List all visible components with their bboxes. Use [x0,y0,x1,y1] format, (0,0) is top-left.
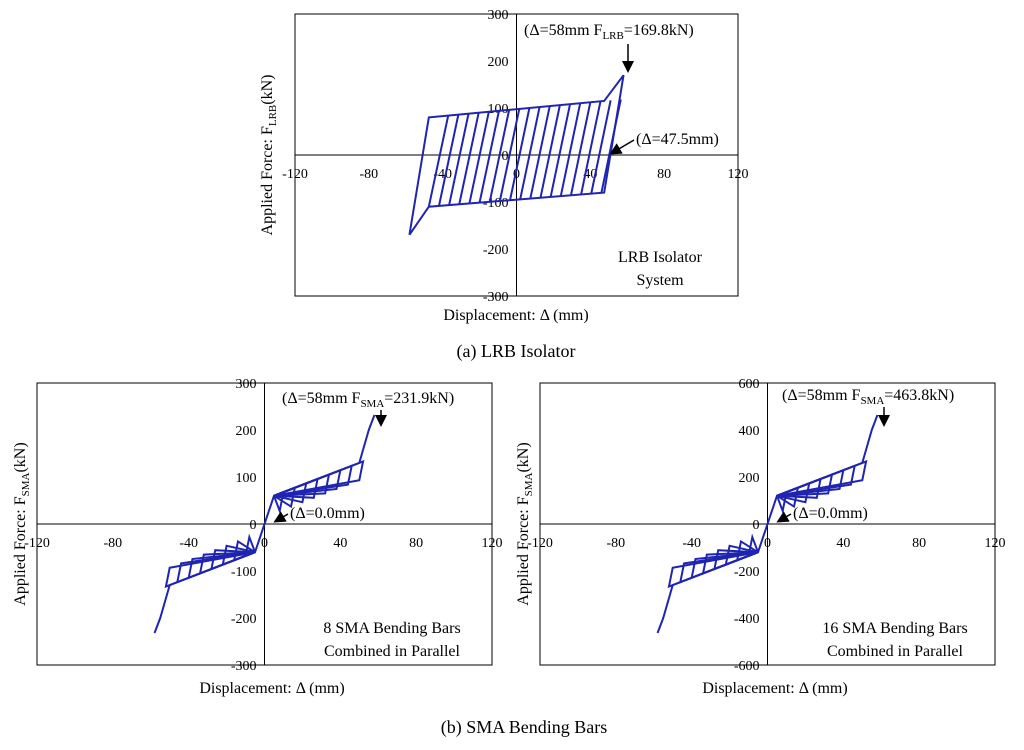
y-axis-title: Applied Force: FSMA(kN) [12,442,32,605]
hysteresis-loop [164,551,256,589]
cycle-branch [600,99,622,194]
x-tick-label: 80 [912,536,926,551]
zero-axes [295,14,738,296]
y-tick-label: 200 [236,424,257,439]
x-tick-label: 120 [728,167,749,182]
y-axis-title: Applied Force: FLRB(kN) [259,75,279,236]
zero-crossing-annotation: (Δ=47.5mm) [636,131,719,148]
y-tick-label: 300 [236,377,257,392]
panel-sma8-chart: -300 -200 -100 0 100 200 300 -120 -80 -40 0 40 80 12… [12,377,503,697]
y-tick-label: -100 [231,565,257,580]
cycle-branch [509,107,531,201]
y-tick-label: -200 [734,565,760,580]
x-axis-title: Displacement: Δ (mm) [702,680,847,697]
y-tick-label: -600 [734,659,760,674]
x-tick-label: -40 [179,536,198,551]
zero-crossing-arrow [609,139,635,155]
y-tick-label: -100 [483,196,509,211]
cycle-branch [498,108,521,202]
y-axis-title: Applied Force: FSMA(kN) [515,442,535,605]
x-tick-label: -120 [24,536,50,551]
cycle-branch [478,110,500,203]
peak-annotation: (Δ=58mm FLRB=169.8kN) [524,22,694,42]
x-tick-label: 120 [482,536,503,551]
x-tick-label: -40 [682,536,701,551]
y-tick-label: -200 [231,612,257,627]
x-tick-label: 120 [985,536,1006,551]
cycle-branch [448,113,470,206]
zero-annotation: (Δ=0.0mm) [793,505,868,522]
cycle-branch [569,102,592,196]
x-tick-label: 40 [333,536,347,551]
panel-label-line-1: 16 SMA Bending Bars [822,620,967,637]
y-tick-label: -300 [231,659,257,674]
y-tick-label: 100 [488,102,509,117]
y-tick-label: 100 [236,471,257,486]
x-tick-labels: -120-80-4004080120 [24,536,502,551]
y-tick-label: 400 [739,424,760,439]
y-tick-label: 600 [739,377,760,392]
x-tick-label: -80 [359,167,378,182]
cycle-branch [437,114,460,207]
panel-label-line-1: LRB Isolator [618,249,703,266]
zero-arrow [273,511,289,523]
hysteresis-series [408,74,625,236]
panel-label-line-2: Combined in Parallel [827,643,964,660]
y-tick-label: 0 [250,518,257,533]
cycle-branch [559,102,582,197]
panel-label-line-2: System [636,272,684,289]
y-tick-label: -400 [734,612,760,627]
cycle-branch [488,109,511,203]
y-tick-label: 200 [488,55,509,70]
peak-annotation: (Δ=58mm FSMA=463.8kN) [782,387,954,407]
hysteresis-skeleton [153,414,376,634]
peak-annotation: (Δ=58mm FSMA=231.9kN) [282,390,454,410]
y-tick-label: 0 [502,149,509,164]
x-axis-title: Displacement: Δ (mm) [443,307,588,324]
caption-a: (a) LRB Isolator [457,341,576,362]
cycle-branch [580,101,602,195]
cycle-branch [529,105,551,199]
y-tick-labels: -300 -200 -100 0 100 200 300 [483,8,509,305]
cycle-branch [427,115,450,207]
hysteresis-loop [667,551,759,589]
y-tick-label: -300 [483,290,509,305]
x-tick-label: -120 [282,167,308,182]
x-tick-label: -80 [606,536,625,551]
caption-b: (b) SMA Bending Bars [441,717,608,738]
panel-label-line-2: Combined in Parallel [324,643,461,660]
cycle-branch [549,103,572,198]
hysteresis-loop [776,459,868,497]
zero-arrow [776,511,792,523]
x-axis-title: Displacement: Δ (mm) [199,680,344,697]
x-tick-labels: -120-80-4004080120 [527,536,1005,551]
hysteresis-series [153,414,376,634]
y-tick-labels: -600 -400 -200 0 200 400 600 [734,377,760,674]
x-tick-label: -120 [527,536,553,551]
y-tick-labels: -300 -200 -100 0 100 200 300 [231,377,257,674]
y-tick-label: -200 [483,243,509,258]
cycle-branch [590,100,612,194]
x-tick-label: -80 [103,536,122,551]
hysteresis-series [656,414,879,634]
y-tick-label: 0 [753,518,760,533]
hysteresis-skeleton [656,414,879,634]
cycle-branch [458,112,480,205]
y-tick-label: 300 [488,8,509,23]
y-tick-label: 200 [739,471,760,486]
x-tick-label: 80 [657,167,671,182]
cycle-branch [519,106,541,200]
zero-annotation: (Δ=0.0mm) [290,505,365,522]
cycle-branch [468,111,490,204]
cycle-branch [539,104,561,198]
x-tick-label: 40 [836,536,850,551]
x-tick-label: 80 [409,536,423,551]
panel-label-line-1: 8 SMA Bending Bars [323,620,460,637]
hysteresis-loop [273,459,365,497]
